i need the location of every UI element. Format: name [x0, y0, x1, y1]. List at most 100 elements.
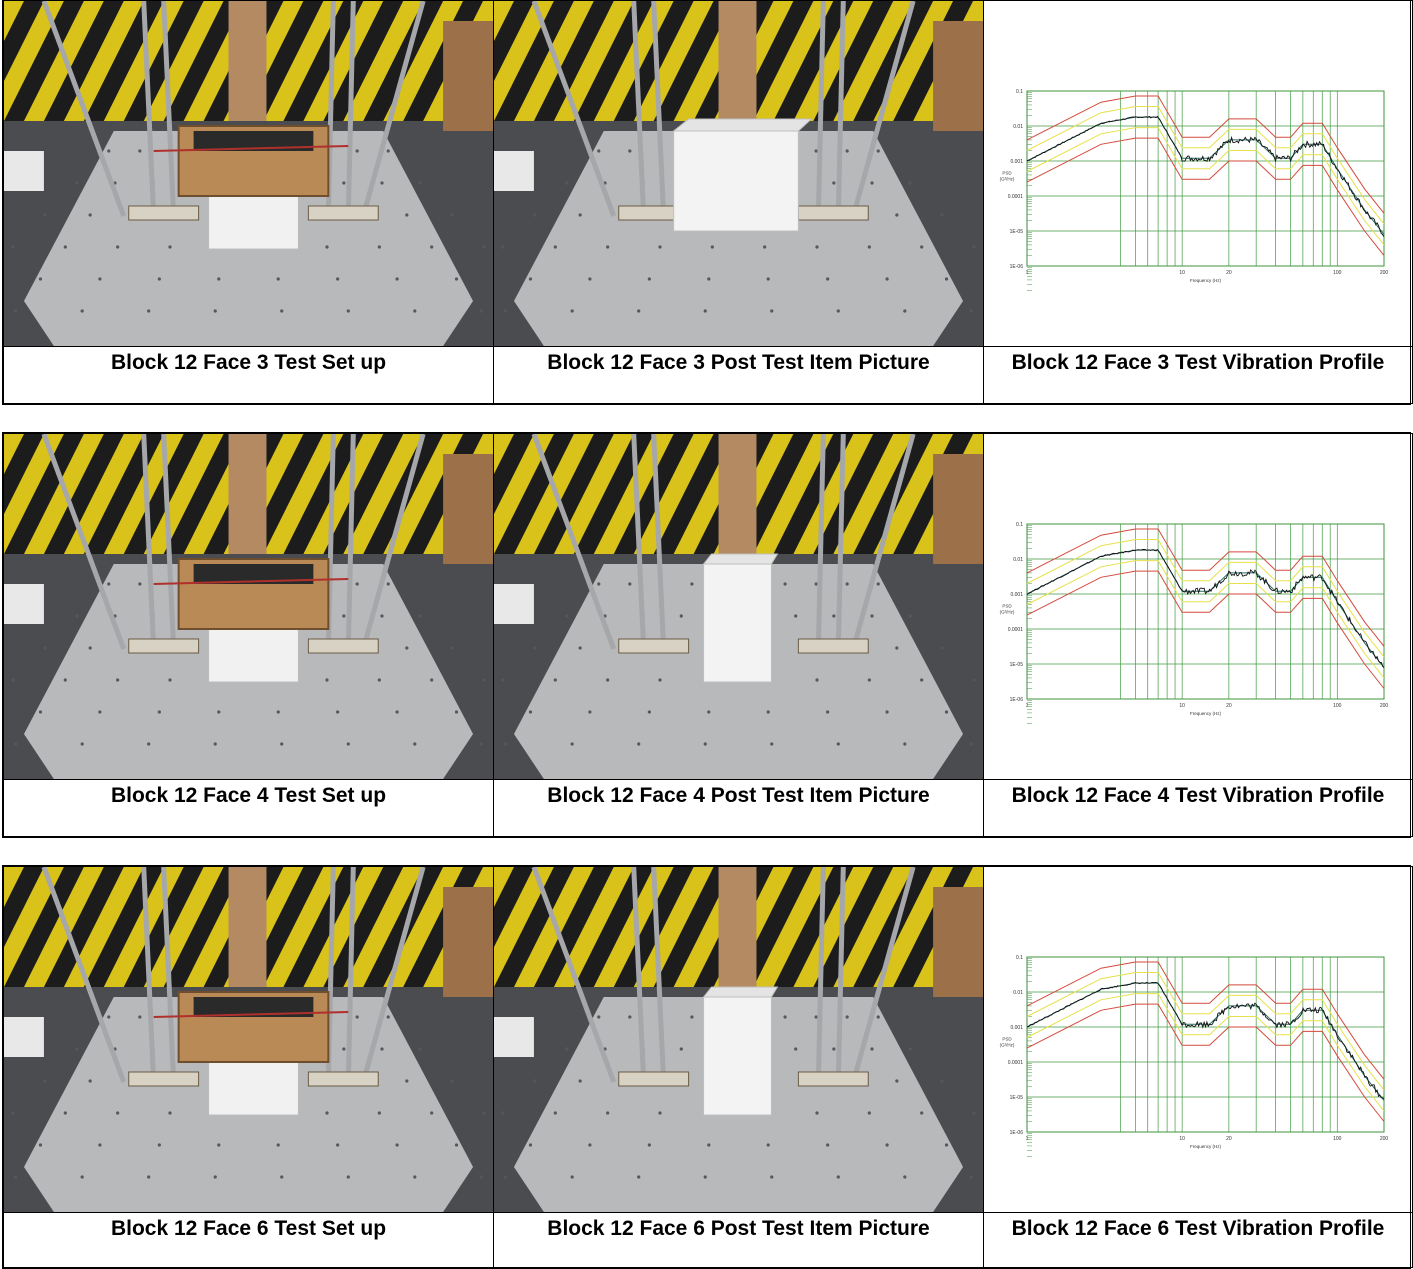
y-tick-label: 0.01 — [1013, 557, 1023, 563]
test-setup-photo — [4, 1, 493, 346]
post-photo-cell — [493, 0, 984, 347]
y-tick-label: 0.001 — [1010, 1025, 1023, 1031]
white-carton — [703, 996, 772, 1116]
test-setup-photo — [4, 867, 493, 1212]
figure-table: 0.1 0.01 0.001 0.0001 1E-05 1E-06 1 10 20 100 200 P… — [3, 0, 1413, 404]
vibration-profile-chart: 0.1 0.01 0.001 0.0001 1E-05 1E-061 10 20 100 200 P… — [1000, 955, 1389, 1157]
figure-table: 0.1 0.01 0.001 0.0001 1E-05 1E-06 1 10 20 100 200 P… — [3, 866, 1413, 1268]
x-tick-label: 10 — [1179, 703, 1185, 709]
white-carton — [703, 563, 772, 683]
post-photo-cell — [493, 866, 984, 1213]
white-carton — [673, 130, 799, 232]
test-setup-photo — [4, 434, 493, 779]
rod-base-left — [128, 638, 200, 654]
post-caption: Block 12 Face 4 Post Test Item Picture — [493, 779, 984, 837]
gridlines — [1027, 90, 1385, 291]
wood-rack — [933, 21, 983, 131]
profile-caption: Block 12 Face 4 Test Vibration Profile — [983, 779, 1413, 837]
figure-table: 0.1 0.01 0.001 0.0001 1E-05 1E-06 1 10 20 100 200 P… — [3, 433, 1413, 837]
x-tick-label: 1 — [1026, 270, 1029, 276]
y-tick-label: 0.1 — [1016, 522, 1023, 528]
y-axis-label: PSD — [1002, 604, 1012, 609]
crate-contents — [193, 997, 314, 1017]
shaker-table — [513, 131, 964, 346]
y-tick-label: 1E-06 — [1010, 264, 1024, 270]
reference-profile-line — [1026, 982, 1385, 1101]
y-tick-label: 0.001 — [1010, 592, 1023, 598]
rod-base-left — [128, 1071, 200, 1087]
setup-photo-cell — [3, 433, 494, 780]
rod-base-left — [618, 638, 690, 654]
y-axis-label-units: (G²/Hz) — [1000, 177, 1015, 182]
wood-rack — [443, 454, 493, 564]
x-tick-label: 20 — [1226, 703, 1232, 709]
support-rods — [41, 867, 426, 1083]
measured-response-line — [1026, 548, 1385, 669]
post-test-photo — [494, 867, 983, 1212]
profile-chart-cell: 0.1 0.01 0.001 0.0001 1E-05 1E-06 1 10 20 100 200 P… — [983, 0, 1413, 347]
rod-base-right — [307, 1071, 379, 1087]
wall-socket — [4, 151, 44, 191]
figure-block-face-6: 0.1 0.01 0.001 0.0001 1E-05 1E-06 1 10 20 100 200 P… — [2, 865, 1413, 1269]
profile-chart-cell: 0.1 0.01 0.001 0.0001 1E-05 1E-06 1 10 20 100 200 P… — [983, 433, 1413, 780]
x-tick-label: 100 — [1333, 270, 1342, 276]
restraint-strap — [153, 578, 349, 585]
x-axis-label: Frequency (Hz) — [1190, 1144, 1222, 1149]
x-tick-label: 200 — [1380, 1136, 1389, 1142]
vibration-profile-chart: 0.1 0.01 0.001 0.0001 1E-05 1E-061 10 20 100 200 P… — [1000, 89, 1389, 291]
x-tick-label: 20 — [1226, 270, 1232, 276]
support-rods — [531, 1, 916, 217]
wall-socket — [494, 151, 534, 191]
setup-caption: Block 12 Face 6 Test Set up — [3, 1212, 494, 1268]
restraint-strap — [153, 1011, 349, 1018]
measured-response-line — [1026, 115, 1385, 237]
x-axis-label: Frequency (Hz) — [1190, 711, 1222, 716]
measured-response-line — [1026, 981, 1385, 1100]
support-rods — [531, 867, 916, 1083]
profile-chart-cell: 0.1 0.01 0.001 0.0001 1E-05 1E-06 1 10 20 100 200 P… — [983, 866, 1413, 1213]
tolerance-bands — [1026, 961, 1385, 1122]
rod-base-left — [618, 1071, 690, 1087]
support-rods — [41, 1, 426, 217]
rod-base-right — [797, 1071, 869, 1087]
post-test-photo — [494, 434, 983, 779]
post-caption: Block 12 Face 6 Post Test Item Picture — [493, 1212, 984, 1268]
y-tick-label: 1E-05 — [1010, 1095, 1024, 1101]
support-rods — [531, 434, 916, 650]
post-caption: Block 12 Face 3 Post Test Item Picture — [493, 346, 984, 404]
figure-block-face-4: 0.1 0.01 0.001 0.0001 1E-05 1E-06 1 10 20 100 200 P… — [2, 432, 1413, 838]
setup-caption: Block 12 Face 4 Test Set up — [3, 779, 494, 837]
post-test-photo — [494, 1, 983, 346]
y-axis-label: PSD — [1002, 171, 1012, 176]
restraint-strap — [153, 145, 349, 152]
x-tick-label: 200 — [1380, 270, 1389, 276]
y-tick-label: 0.01 — [1013, 990, 1023, 996]
x-tick-label: 100 — [1333, 1136, 1342, 1142]
rod-base-right — [307, 205, 379, 221]
vibration-profile-chart: 0.1 0.01 0.001 0.0001 1E-05 1E-061 10 20 100 200 P… — [1000, 522, 1388, 724]
wall-socket — [494, 584, 534, 624]
wall-socket — [4, 584, 44, 624]
y-axis-label: PSD — [1002, 1037, 1012, 1042]
x-tick-label: 1 — [1026, 703, 1029, 709]
carton-top — [672, 118, 813, 132]
y-tick-label: 0.0001 — [1008, 1060, 1024, 1066]
y-tick-label: 1E-05 — [1010, 662, 1024, 668]
post-photo-cell — [493, 433, 984, 780]
rod-base-right — [797, 205, 869, 221]
setup-photo-cell — [3, 866, 494, 1213]
wood-rack — [933, 887, 983, 997]
x-tick-label: 20 — [1226, 1136, 1232, 1142]
tolerance-bands — [1026, 95, 1385, 256]
setup-caption: Block 12 Face 3 Test Set up — [3, 346, 494, 404]
y-tick-label: 0.001 — [1010, 159, 1023, 165]
wall-socket — [494, 1017, 534, 1057]
x-tick-label: 100 — [1333, 703, 1342, 709]
carton-top — [702, 986, 779, 998]
crate-contents — [193, 564, 314, 584]
y-tick-label: 1E-06 — [1010, 697, 1024, 703]
setup-photo-cell — [3, 0, 494, 347]
crate-contents — [193, 131, 314, 151]
y-tick-label: 0.1 — [1016, 955, 1023, 961]
y-tick-label: 0.01 — [1013, 124, 1023, 130]
